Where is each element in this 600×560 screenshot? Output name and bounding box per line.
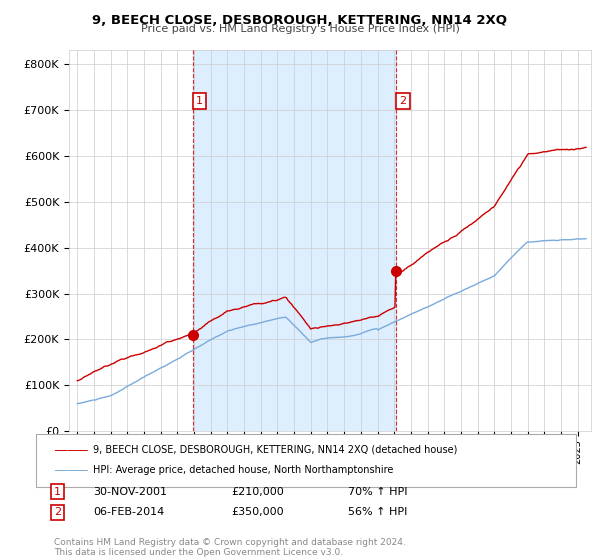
- Text: £350,000: £350,000: [231, 507, 284, 517]
- Text: Price paid vs. HM Land Registry's House Price Index (HPI): Price paid vs. HM Land Registry's House …: [140, 24, 460, 34]
- Text: 56% ↑ HPI: 56% ↑ HPI: [348, 507, 407, 517]
- Text: 30-NOV-2001: 30-NOV-2001: [93, 487, 167, 497]
- Text: ─────: ─────: [54, 445, 88, 455]
- Text: ─────: ─────: [54, 465, 88, 475]
- Text: 2: 2: [399, 96, 406, 106]
- Text: 06-FEB-2014: 06-FEB-2014: [93, 507, 164, 517]
- Text: 1: 1: [196, 96, 203, 106]
- Text: 2: 2: [54, 507, 61, 517]
- Bar: [193, 50, 396, 431]
- Text: 9, BEECH CLOSE, DESBOROUGH, KETTERING, NN14 2XQ: 9, BEECH CLOSE, DESBOROUGH, KETTERING, N…: [92, 14, 508, 27]
- Text: Contains HM Land Registry data © Crown copyright and database right 2024.
This d: Contains HM Land Registry data © Crown c…: [54, 538, 406, 557]
- Text: £210,000: £210,000: [231, 487, 284, 497]
- Text: 1: 1: [54, 487, 61, 497]
- Text: 9, BEECH CLOSE, DESBOROUGH, KETTERING, NN14 2XQ (detached house): 9, BEECH CLOSE, DESBOROUGH, KETTERING, N…: [93, 445, 457, 455]
- Text: 70% ↑ HPI: 70% ↑ HPI: [348, 487, 407, 497]
- Text: HPI: Average price, detached house, North Northamptonshire: HPI: Average price, detached house, Nort…: [93, 465, 394, 475]
